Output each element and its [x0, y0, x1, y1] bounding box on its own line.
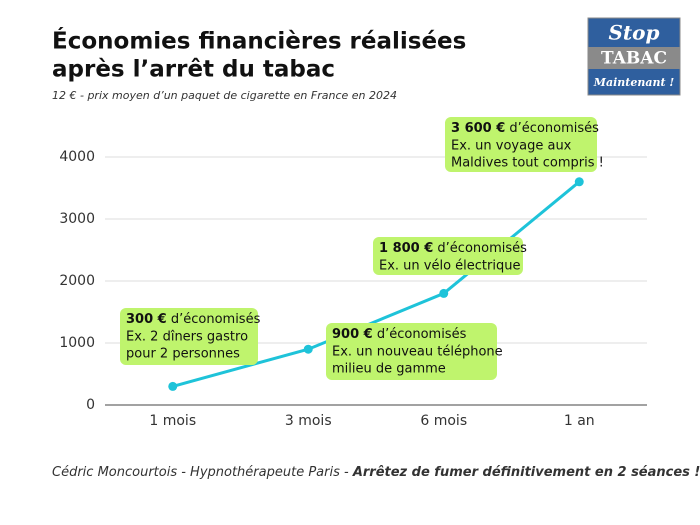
chart-title: après l’arrêt du tabac — [52, 57, 335, 83]
y-tick-label: 1000 — [59, 335, 95, 351]
value-label: 3 600 € — [451, 121, 505, 136]
annotation-box — [326, 323, 497, 380]
point — [303, 344, 313, 354]
footer-text: Cédric Moncourtois - Hypnothérapeute Par… — [52, 465, 353, 480]
annotation-box — [373, 237, 523, 275]
point — [574, 177, 584, 187]
logo-text: TABAC — [601, 49, 667, 69]
y-tick-label: 0 — [86, 397, 95, 413]
footer: Cédric Moncourtois - Hypnothérapeute Par… — [52, 465, 700, 480]
annotation-line: Ex. 2 dîners gastro — [126, 330, 248, 345]
value-label: 300 € — [126, 312, 167, 327]
annotation-text: d’économisés — [373, 327, 467, 342]
point — [439, 288, 449, 298]
annotation-head: 3 600 € d’économisés — [451, 121, 599, 136]
y-tick-label: 3000 — [59, 211, 95, 227]
annotation-line: pour 2 personnes — [126, 347, 240, 362]
x-tick-label: 3 mois — [285, 413, 332, 429]
annotation-line: Ex. un vélo électrique — [379, 259, 520, 274]
annotation-line: Maldives tout compris ! — [451, 156, 604, 171]
annotation-text: d’économisés — [167, 312, 261, 327]
annotation: 1 800 € d’économisés Ex. un vélo électriq… — [373, 237, 527, 275]
y-tick-label: 2000 — [59, 273, 95, 289]
subtitle: 12 € - prix moyen d’un paquet de cigaret… — [52, 89, 397, 102]
annotation: 3 600 € d’économisés Ex. un voyage aux Mal… — [445, 117, 604, 172]
x-tick-label: 1 mois — [149, 413, 196, 429]
logo-text: Maintenant ! — [593, 76, 675, 89]
logo-band — [588, 47, 680, 69]
logo-text: Stop — [608, 21, 659, 45]
annotation: 900 € d’économisés Ex. un nouveau télépho… — [326, 323, 503, 380]
x-tick-label: 1 an — [564, 413, 595, 429]
logo: Stop TABAC Maintenant ! — [587, 17, 681, 96]
annotation-box — [120, 308, 258, 365]
annotation-head: 1 800 € d’économisés — [379, 241, 527, 256]
annotation-head: 300 € d’économisés — [126, 312, 261, 327]
value-label: 900 € — [332, 327, 373, 342]
annotation-box — [445, 117, 597, 172]
annotation: 300 € d’économisés Ex. 2 dîners gastro pou… — [120, 308, 261, 365]
annotation-text: d’économisés — [433, 241, 527, 256]
footer-emphasis: Arrêtez de fumer définitivement en 2 séa… — [352, 465, 700, 480]
annotation-text: d’économisés — [505, 121, 599, 136]
value-label: 1 800 € — [379, 241, 433, 256]
annotation-line: Ex. un nouveau téléphone — [332, 345, 503, 360]
chart-title: Économies financières réalisées — [52, 27, 466, 55]
point — [168, 381, 178, 391]
annotation-head: 900 € d’économisés — [332, 327, 467, 342]
x-tick-label: 6 mois — [420, 413, 467, 429]
y-tick-label: 4000 — [59, 149, 95, 165]
annotation-line: milieu de gamme — [332, 362, 446, 377]
annotation-line: Ex. un voyage aux — [451, 139, 572, 154]
